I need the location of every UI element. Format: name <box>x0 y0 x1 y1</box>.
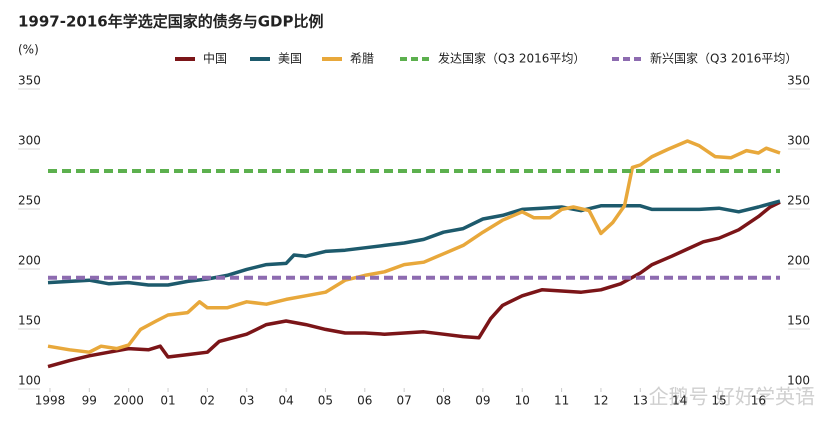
y2-tick-label: 250 <box>787 194 810 208</box>
x-tick-label: 01 <box>160 394 175 408</box>
y-tick-label: 300 <box>18 134 41 148</box>
x-tick-label: 15 <box>711 394 726 408</box>
x-tick-label: 04 <box>278 394 293 408</box>
y-tick-label: 350 <box>18 74 41 88</box>
y-tick-label: 250 <box>18 194 41 208</box>
x-tick-label: 03 <box>239 394 254 408</box>
x-tick-label: 02 <box>200 394 215 408</box>
y-tick-label: 200 <box>18 254 41 268</box>
y2-tick-label: 150 <box>787 314 810 328</box>
y2-tick-label: 300 <box>787 134 810 148</box>
legend-label: 发达国家（Q3 2016平均） <box>438 51 585 66</box>
x-tick-label: 14 <box>672 394 687 408</box>
legend-label: 美国 <box>278 52 302 66</box>
x-tick-label: 09 <box>475 394 490 408</box>
chart-title: 1997-2016年学选定国家的债务与GDP比例 <box>18 13 323 31</box>
x-tick-label: 11 <box>554 394 569 408</box>
x-tick-label: 12 <box>593 394 608 408</box>
y-tick-label: 100 <box>18 374 41 388</box>
watermark: 企鹅号 好好学英语 <box>649 385 815 409</box>
series-line <box>47 199 781 287</box>
legend-label: 中国 <box>203 51 227 66</box>
x-tick-label: 06 <box>357 394 372 408</box>
x-tick-label: 2000 <box>113 394 144 408</box>
x-tick-label: 08 <box>436 394 451 408</box>
y2-tick-label: 100 <box>787 374 810 388</box>
x-tick-label: 07 <box>397 394 412 408</box>
x-tick-label: 13 <box>633 394 648 408</box>
y2-tick-label: 350 <box>787 74 810 88</box>
x-tick-label: 10 <box>515 394 530 408</box>
x-tick-label: 1998 <box>35 394 66 408</box>
series-line <box>47 139 781 354</box>
y-axis-label: (%) <box>18 43 39 57</box>
series-line <box>47 200 781 369</box>
y2-tick-label: 200 <box>787 254 810 268</box>
x-tick-label: 99 <box>82 394 97 408</box>
y-tick-label: 150 <box>18 314 41 328</box>
x-tick-label: 16 <box>751 394 766 408</box>
legend-label: 新兴国家（Q3 2016平均） <box>650 51 797 66</box>
x-tick-label: 05 <box>318 394 333 408</box>
legend-label: 希腊 <box>350 51 374 66</box>
